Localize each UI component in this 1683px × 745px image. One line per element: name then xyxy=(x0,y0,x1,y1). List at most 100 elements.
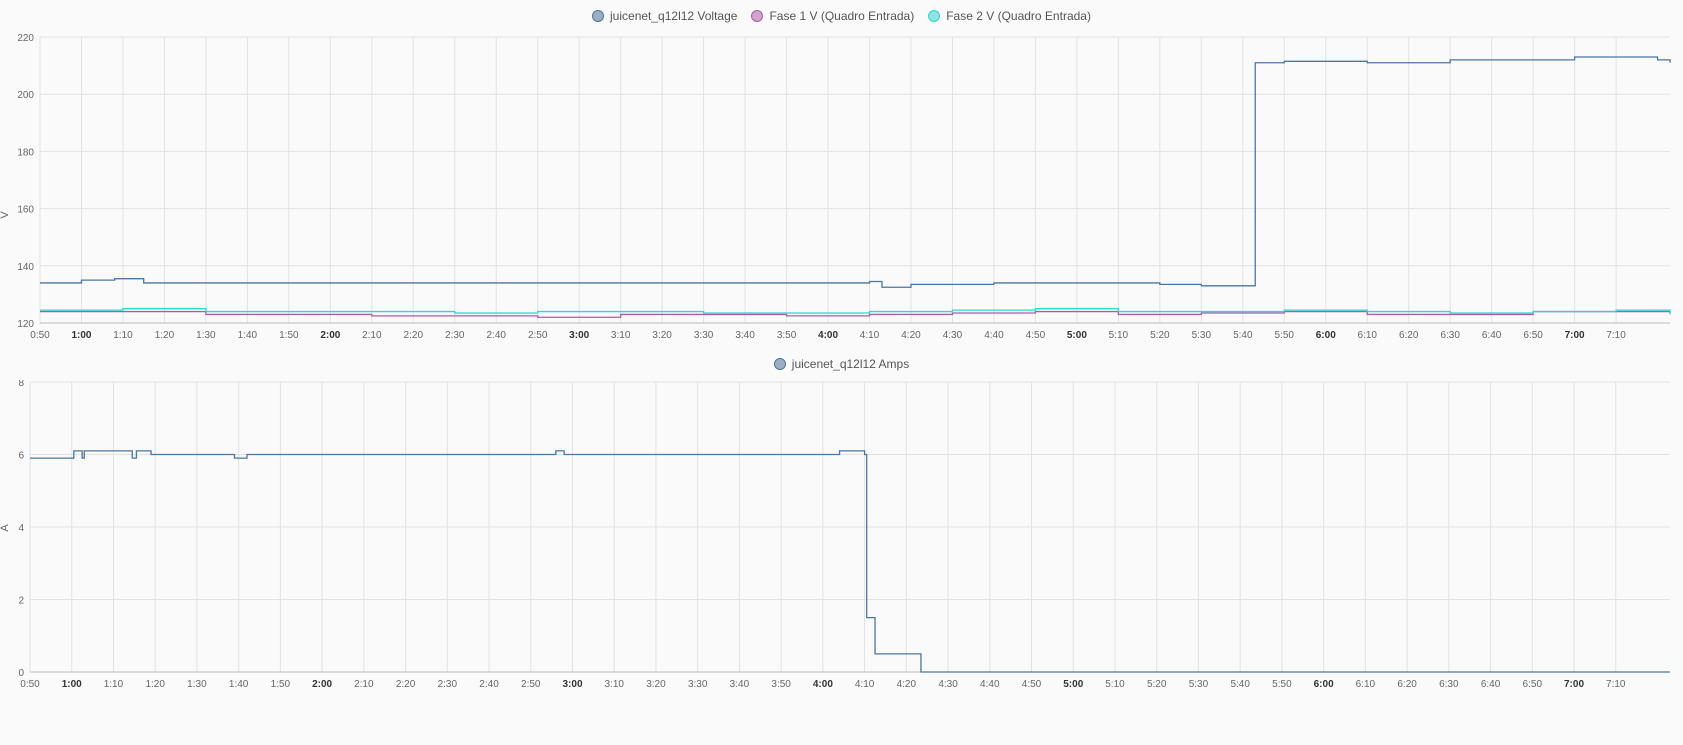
legend-label: Fase 2 V (Quadro Entrada) xyxy=(946,9,1091,23)
x-tick-label: 6:30 xyxy=(1440,330,1460,341)
legend-swatch xyxy=(928,10,941,22)
x-tick-label: 3:00 xyxy=(562,679,582,690)
x-tick-label: 6:10 xyxy=(1356,679,1376,690)
x-tick-label: 4:30 xyxy=(938,679,958,690)
x-tick-label: 2:40 xyxy=(479,679,499,690)
x-tick-label: 3:50 xyxy=(771,679,791,690)
legend-label: Fase 1 V (Quadro Entrada) xyxy=(769,9,915,23)
x-tick-label: 5:50 xyxy=(1275,330,1295,341)
x-tick-label: 6:20 xyxy=(1399,330,1419,341)
x-tick-label: 4:50 xyxy=(1026,330,1046,341)
y-tick-label: 200 xyxy=(17,90,34,101)
x-tick-label: 7:10 xyxy=(1606,330,1626,341)
y-tick-label: 180 xyxy=(17,147,34,158)
x-tick-label: 5:20 xyxy=(1150,330,1170,341)
x-tick-label: 7:10 xyxy=(1606,679,1626,690)
legend-swatch xyxy=(751,10,764,22)
x-tick-label: 1:10 xyxy=(113,330,133,341)
legend-item[interactable]: juicenet_q12l12 Voltage xyxy=(592,9,737,23)
amps-y-axis-label: A xyxy=(0,524,11,532)
y-tick-label: 8 xyxy=(18,380,24,389)
x-tick-label: 5:40 xyxy=(1233,330,1253,341)
voltage-series xyxy=(40,56,1671,318)
voltage-y-axis-label: V xyxy=(0,211,11,219)
x-tick-label: 3:40 xyxy=(730,679,750,690)
series-line xyxy=(40,310,1671,318)
x-tick-label: 3:00 xyxy=(569,330,589,341)
x-tick-label: 6:20 xyxy=(1397,679,1417,690)
x-tick-label: 2:10 xyxy=(354,679,374,690)
x-tick-label: 2:00 xyxy=(320,330,340,341)
legend-item[interactable]: juicenet_q12l12 Amps xyxy=(773,357,909,371)
x-tick-label: 4:50 xyxy=(1022,679,1042,690)
x-tick-label: 4:20 xyxy=(901,330,921,341)
x-tick-label: 6:40 xyxy=(1481,679,1501,690)
y-tick-label: 6 xyxy=(18,451,24,462)
x-tick-label: 3:20 xyxy=(652,330,672,341)
series-line xyxy=(30,450,1670,673)
voltage-legend: juicenet_q12l12 Voltage Fase 1 V (Quadro … xyxy=(0,9,1683,23)
x-tick-label: 5:30 xyxy=(1189,679,1209,690)
y-tick-label: 120 xyxy=(17,319,34,330)
x-tick-label: 3:30 xyxy=(694,330,714,341)
x-tick-label: 2:30 xyxy=(445,330,465,341)
amps-chart: 0 2 4 6 8 0:50 1:00 1:10 1:20 1:30 1:40 1:50 2:00 2:… xyxy=(0,380,1670,690)
x-tick-label: 1:00 xyxy=(71,330,91,341)
x-tick-label: 1:50 xyxy=(279,330,299,341)
x-tick-label: 4:20 xyxy=(897,679,917,690)
y-tick-label: 220 xyxy=(17,33,34,44)
x-tick-label: 2:20 xyxy=(396,679,416,690)
x-tick-label: 2:50 xyxy=(521,679,541,690)
x-tick-label: 3:10 xyxy=(604,679,624,690)
x-tick-label: 2:00 xyxy=(312,679,332,690)
x-tick-label: 1:40 xyxy=(229,679,249,690)
x-tick-label: 1:30 xyxy=(187,679,207,690)
x-tick-label: 7:00 xyxy=(1564,679,1584,690)
amps-y-axis: 0 2 4 6 8 xyxy=(18,380,24,679)
x-tick-label: 2:40 xyxy=(486,330,506,341)
x-tick-label: 5:10 xyxy=(1109,330,1129,341)
x-tick-label: 1:50 xyxy=(271,679,291,690)
x-tick-label: 3:40 xyxy=(735,330,755,341)
amps-series xyxy=(30,450,1670,673)
x-tick-label: 4:10 xyxy=(860,330,880,341)
x-tick-label: 6:10 xyxy=(1357,330,1377,341)
voltage-y-axis: 120 140 160 180 200 220 xyxy=(17,33,34,330)
x-tick-label: 5:50 xyxy=(1272,679,1292,690)
y-tick-label: 160 xyxy=(17,205,34,216)
series-line xyxy=(40,308,1671,315)
voltage-x-axis: 0:50 1:00 1:10 1:20 1:30 1:40 1:50 2:00 2:10 2:20… xyxy=(30,322,1670,341)
x-tick-label: 5:00 xyxy=(1063,679,1083,690)
x-tick-label: 6:30 xyxy=(1439,679,1459,690)
legend-item[interactable]: Fase 2 V (Quadro Entrada) xyxy=(928,9,1091,23)
x-tick-label: 6:50 xyxy=(1523,330,1543,341)
x-tick-label: 2:20 xyxy=(404,330,424,341)
y-tick-label: 140 xyxy=(17,262,34,273)
x-tick-label: 0:50 xyxy=(20,679,40,690)
x-tick-label: 1:10 xyxy=(104,679,124,690)
voltage-grid xyxy=(39,36,1670,324)
y-tick-label: 2 xyxy=(18,596,24,607)
x-tick-label: 4:40 xyxy=(984,330,1004,341)
x-tick-label: 6:00 xyxy=(1316,330,1336,341)
x-tick-label: 6:40 xyxy=(1482,330,1502,341)
legend-swatch xyxy=(773,358,786,370)
legend-swatch xyxy=(592,10,605,22)
x-tick-label: 5:20 xyxy=(1147,679,1167,690)
x-tick-label: 4:10 xyxy=(855,679,875,690)
x-tick-label: 4:30 xyxy=(943,330,963,341)
x-tick-label: 1:20 xyxy=(155,330,175,341)
x-tick-label: 3:10 xyxy=(611,330,631,341)
x-tick-label: 5:30 xyxy=(1192,330,1212,341)
x-tick-label: 1:20 xyxy=(145,679,165,690)
x-tick-label: 6:00 xyxy=(1314,679,1334,690)
series-line xyxy=(40,56,1671,288)
x-tick-label: 1:00 xyxy=(62,679,82,690)
amps-grid xyxy=(29,381,1670,673)
x-tick-label: 2:50 xyxy=(528,330,548,341)
amps-legend: juicenet_q12l12 Amps xyxy=(0,357,1683,371)
legend-item[interactable]: Fase 1 V (Quadro Entrada) xyxy=(751,9,914,23)
x-tick-label: 5:40 xyxy=(1230,679,1250,690)
x-tick-label: 2:10 xyxy=(362,330,382,341)
x-tick-label: 0:50 xyxy=(30,330,50,341)
